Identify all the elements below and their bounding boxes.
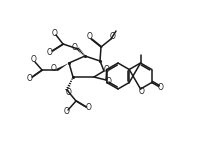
Text: O: O [66, 88, 71, 97]
Text: O: O [87, 32, 93, 41]
Text: O: O [64, 107, 70, 116]
Text: O: O [104, 65, 110, 74]
Text: O: O [52, 29, 57, 38]
Text: O: O [110, 32, 116, 41]
Text: O: O [26, 74, 32, 83]
Text: O: O [31, 56, 36, 65]
Text: O: O [47, 48, 52, 57]
Text: O: O [72, 42, 78, 51]
Text: O: O [86, 104, 91, 113]
Text: O: O [51, 64, 57, 73]
Text: O: O [158, 83, 164, 92]
Polygon shape [56, 63, 69, 71]
Text: O: O [106, 77, 112, 86]
Text: O: O [139, 87, 144, 96]
